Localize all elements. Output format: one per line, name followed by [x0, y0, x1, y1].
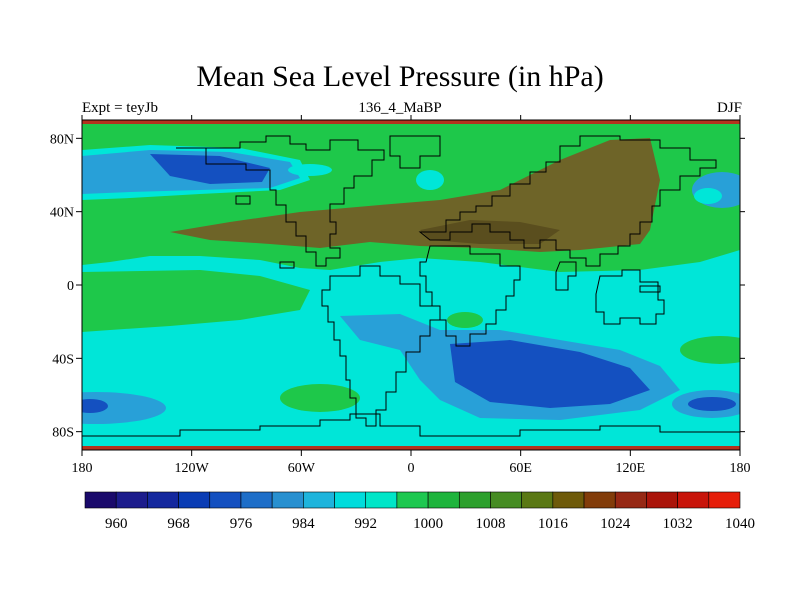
field-low-sw	[82, 392, 166, 424]
x-tick-label: 180	[72, 461, 93, 476]
coastlines	[82, 135, 740, 437]
colorbar-swatch	[209, 491, 242, 509]
colorbar-swatch	[303, 491, 335, 509]
colorbar-label: 976	[230, 516, 253, 532]
colorbar-swatch	[677, 491, 710, 509]
field-low-n3	[694, 188, 722, 204]
coast-eurasia	[418, 135, 717, 267]
x-tick-label: 60E	[509, 461, 532, 476]
colorbar-swatch	[583, 491, 616, 509]
y-tick-label: 40S	[52, 352, 74, 367]
colorbar-swatch	[646, 491, 678, 509]
colorbar-swatch	[178, 491, 211, 509]
colorbar-swatch	[240, 491, 273, 509]
y-tick-label: 80N	[50, 132, 74, 147]
colorbar-swatch	[552, 491, 585, 509]
x-tick-label: 0	[408, 461, 415, 476]
north-polar-edge	[82, 120, 740, 124]
field-low-s-core	[450, 340, 650, 408]
colorbar-label: 992	[354, 516, 377, 532]
map-title: Mean Sea Level Pressure (in hPa)	[196, 60, 604, 93]
coast-south-asia	[555, 261, 577, 291]
colorbar-label: 960	[105, 516, 128, 532]
x-tick-label: 60W	[288, 461, 316, 476]
colorbar-swatch	[365, 491, 398, 509]
coast-south-america	[321, 265, 441, 427]
coast-africa	[419, 245, 521, 347]
season-label: DJF	[716, 100, 742, 116]
coast-antarctica	[82, 413, 740, 437]
y-tick-label: 0	[67, 279, 74, 294]
colorbar-swatch	[614, 491, 647, 509]
colorbar-label: 984	[292, 516, 315, 532]
colorbar-swatch	[147, 491, 179, 509]
coast-islands	[235, 195, 661, 293]
colorbar-swatch	[115, 491, 148, 509]
colorbar-swatch	[396, 491, 429, 509]
colorbar-label: 1024	[600, 516, 631, 532]
pressure-field	[82, 120, 740, 450]
colorbar-swatch	[490, 491, 522, 509]
colorbar-swatch	[84, 491, 117, 509]
field-sgreen-3	[447, 312, 483, 328]
x-axis: 180 120W 60W 0 60E 120E 180	[72, 115, 751, 476]
field-west-green	[82, 270, 310, 332]
y-tick-label: 80S	[52, 426, 74, 441]
colorbar-swatch	[334, 491, 367, 509]
coast-north-america	[176, 135, 385, 267]
field-low-n1-core	[150, 154, 270, 184]
field-low-se-core	[688, 397, 736, 411]
x-tick-label: 180	[730, 461, 751, 476]
colorbar-label: 1016	[538, 516, 569, 532]
coast-australia	[595, 269, 665, 325]
coast-greenland	[389, 135, 441, 169]
field-low-n4	[416, 170, 444, 190]
south-polar-edge	[82, 446, 740, 450]
experiment-label: Expt = teyJb	[82, 100, 158, 116]
colorbar-swatch	[271, 491, 304, 509]
colorbar-label: 1000	[413, 516, 443, 532]
y-axis: 80N 40N 0 40S 80S	[50, 132, 745, 441]
colorbar-label: 1008	[475, 516, 505, 532]
x-tick-label: 120E	[616, 461, 646, 476]
time-label: 136_4_MaBP	[358, 100, 442, 116]
field-low-sw-core	[82, 399, 108, 413]
field-sgreen-1	[280, 384, 360, 412]
colorbar-swatch	[708, 491, 741, 509]
colorbar-swatch	[458, 491, 491, 509]
colorbar-swatch	[521, 491, 554, 509]
colorbar: 960 968 976 984 992 1000 1008 1016 1024 1032 1040	[84, 491, 755, 532]
field-low-n5	[288, 164, 332, 176]
y-tick-label: 40N	[50, 206, 74, 221]
x-tick-label: 120W	[175, 461, 210, 476]
field-high-band	[170, 138, 660, 252]
field-sgreen-2	[680, 336, 740, 364]
colorbar-label: 968	[167, 516, 190, 532]
colorbar-label: 1040	[725, 516, 755, 532]
colorbar-label: 1032	[663, 516, 693, 532]
colorbar-swatch	[427, 491, 460, 509]
